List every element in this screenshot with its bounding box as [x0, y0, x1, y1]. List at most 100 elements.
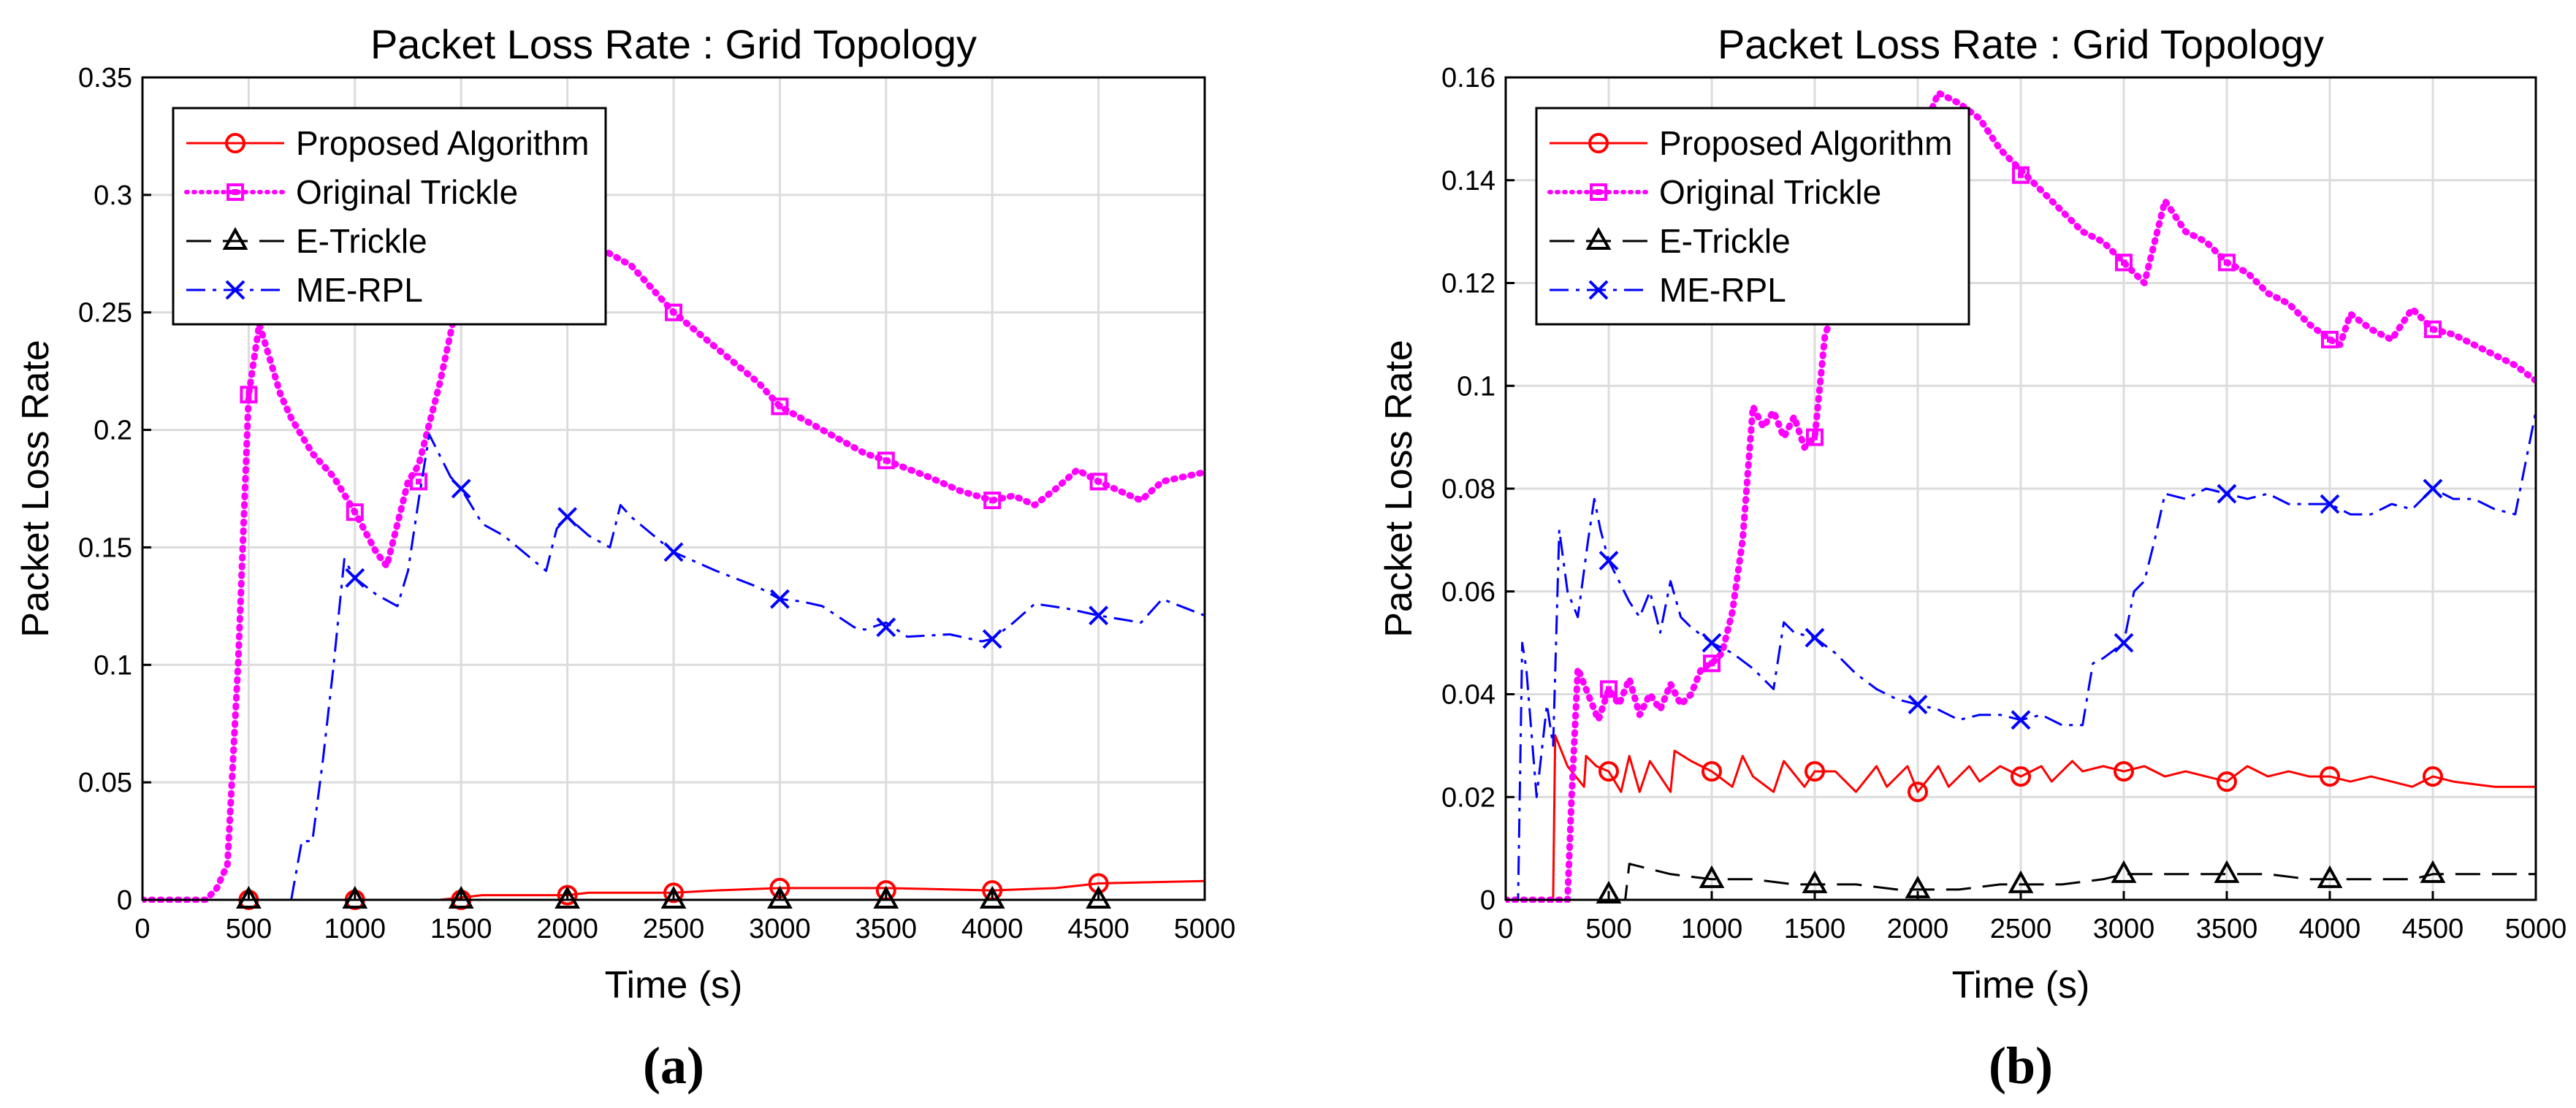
- square-marker-center: [989, 497, 996, 504]
- data-point-triangle: [766, 885, 793, 909]
- legend-marker: [225, 280, 245, 300]
- x-tick-label: 1500: [1784, 914, 1846, 944]
- square-marker-center: [2224, 259, 2230, 266]
- data-point-circle: [2423, 766, 2443, 787]
- x-tick-label: 500: [1585, 914, 1631, 944]
- x-axis-label: Time (s): [605, 964, 743, 1006]
- square-marker-center: [351, 509, 358, 516]
- x-tick-label: 2000: [536, 914, 598, 944]
- data-point-triangle: [555, 885, 581, 909]
- x-tick-label: 4000: [961, 914, 1024, 944]
- x-tick-label: 4500: [2402, 914, 2464, 944]
- legend-marker: [1585, 226, 1612, 250]
- square-marker-center: [232, 189, 238, 195]
- square-marker-center: [1095, 478, 1102, 485]
- y-tick-label: 0.1: [1457, 371, 1495, 402]
- data-point-x: [663, 542, 684, 562]
- data-point-triangle: [2420, 860, 2446, 883]
- data-point-x: [2320, 494, 2340, 514]
- x-tick-label: 4500: [1067, 914, 1129, 944]
- square-marker-center: [671, 309, 677, 316]
- legend-label: Proposed Algorithm: [1659, 124, 1952, 162]
- data-point-triangle: [979, 885, 1005, 909]
- square-marker-center: [2121, 259, 2127, 266]
- series-me-rpl: [1506, 411, 2536, 901]
- y-tick-label: 0.14: [1441, 166, 1495, 196]
- data-point-square: [1600, 680, 1617, 698]
- data-point-square: [2424, 320, 2442, 338]
- x-tick-label: 3500: [2196, 914, 2258, 944]
- y-tick-label: 0.16: [1441, 63, 1495, 93]
- legend-item: E-Trickle: [1550, 222, 1791, 260]
- x-axis-label: Time (s): [1952, 964, 2090, 1006]
- square-marker-center: [1812, 434, 1818, 440]
- data-point-x: [2423, 478, 2443, 499]
- legend-marker: [222, 226, 248, 250]
- legend-label: E-Trickle: [296, 222, 427, 260]
- data-point-square: [877, 451, 895, 470]
- data-point-x: [1702, 633, 1722, 653]
- data-point-triangle: [873, 885, 899, 909]
- series-line: [1506, 734, 2536, 901]
- data-point-square: [771, 397, 789, 416]
- data-point-circle: [1702, 761, 1722, 782]
- x-tick-label: 2500: [643, 914, 705, 944]
- data-point-square: [410, 473, 428, 491]
- legend-item: ME-RPL: [186, 271, 423, 309]
- data-point-square: [2012, 166, 2030, 184]
- x-tick-label: 1500: [430, 914, 492, 944]
- chart-title: Packet Loss Rate : Grid Topology: [1718, 21, 2324, 67]
- legend-label: ME-RPL: [1659, 271, 1786, 309]
- square-marker-center: [1596, 189, 1601, 195]
- data-point-triangle: [1699, 865, 1725, 888]
- legend-item: Original Trickle: [1547, 173, 1881, 211]
- data-point-x: [1598, 551, 1619, 570]
- data-point-square: [346, 503, 364, 521]
- square-marker-center: [1709, 660, 1715, 667]
- legend-item: E-Trickle: [186, 222, 427, 260]
- x-tick-label: 500: [226, 914, 272, 944]
- legend-item: Proposed Algorithm: [1550, 124, 1952, 162]
- y-tick-label: 0.35: [78, 63, 132, 93]
- square-marker-center: [2327, 336, 2333, 343]
- x-tick-label: 1000: [324, 914, 386, 944]
- data-point-square: [1089, 473, 1108, 491]
- legend-item: Original Trickle: [184, 173, 518, 211]
- data-point-x: [345, 568, 365, 588]
- data-point-square: [1806, 428, 1824, 446]
- data-point-circle: [1805, 761, 1825, 782]
- y-axis-label: Packet Loss Rate: [15, 340, 57, 638]
- y-tick-label: 0.1: [94, 650, 132, 681]
- chart-title: Packet Loss Rate : Grid Topology: [370, 21, 977, 67]
- data-point-x: [769, 589, 790, 609]
- data-point-x: [451, 478, 471, 499]
- y-tick-label: 0.12: [1441, 269, 1495, 299]
- legend-marker: [1590, 183, 1607, 201]
- data-point-triangle: [2111, 860, 2137, 883]
- y-tick-label: 0: [117, 885, 132, 916]
- y-tick-label: 0.3: [94, 180, 132, 211]
- x-tick-label: 3000: [2093, 914, 2155, 944]
- x-tick-label: 0: [134, 914, 150, 944]
- y-tick-label: 0: [1480, 885, 1495, 916]
- y-tick-label: 0.06: [1441, 577, 1495, 608]
- chart-panel-b: 0 500 1000 1500 2000 2500 3000 3500 4000 4500 5000…: [1378, 21, 2567, 1095]
- legend-marker: [1588, 280, 1609, 300]
- square-marker-center: [2018, 172, 2024, 178]
- legend: Proposed Algorithm Original Trickle E-Tric…: [172, 107, 607, 326]
- legend-label: Proposed Algorithm: [296, 124, 589, 162]
- data-point-x: [2114, 633, 2134, 653]
- data-point-x: [2217, 484, 2237, 504]
- legend-label: E-Trickle: [1659, 222, 1791, 260]
- legend-marker: [1588, 133, 1609, 153]
- data-point-circle: [2114, 761, 2134, 782]
- data-point-circle: [2217, 771, 2237, 792]
- data-point-square: [1703, 654, 1720, 673]
- legend-item: Proposed Algorithm: [186, 124, 589, 162]
- square-marker-center: [883, 457, 889, 464]
- y-tick-label: 0.02: [1441, 782, 1495, 813]
- data-point-square: [240, 386, 258, 404]
- x-tick-label: 1000: [1681, 914, 1743, 944]
- square-marker-center: [245, 391, 252, 398]
- y-tick-label: 0.15: [78, 532, 132, 563]
